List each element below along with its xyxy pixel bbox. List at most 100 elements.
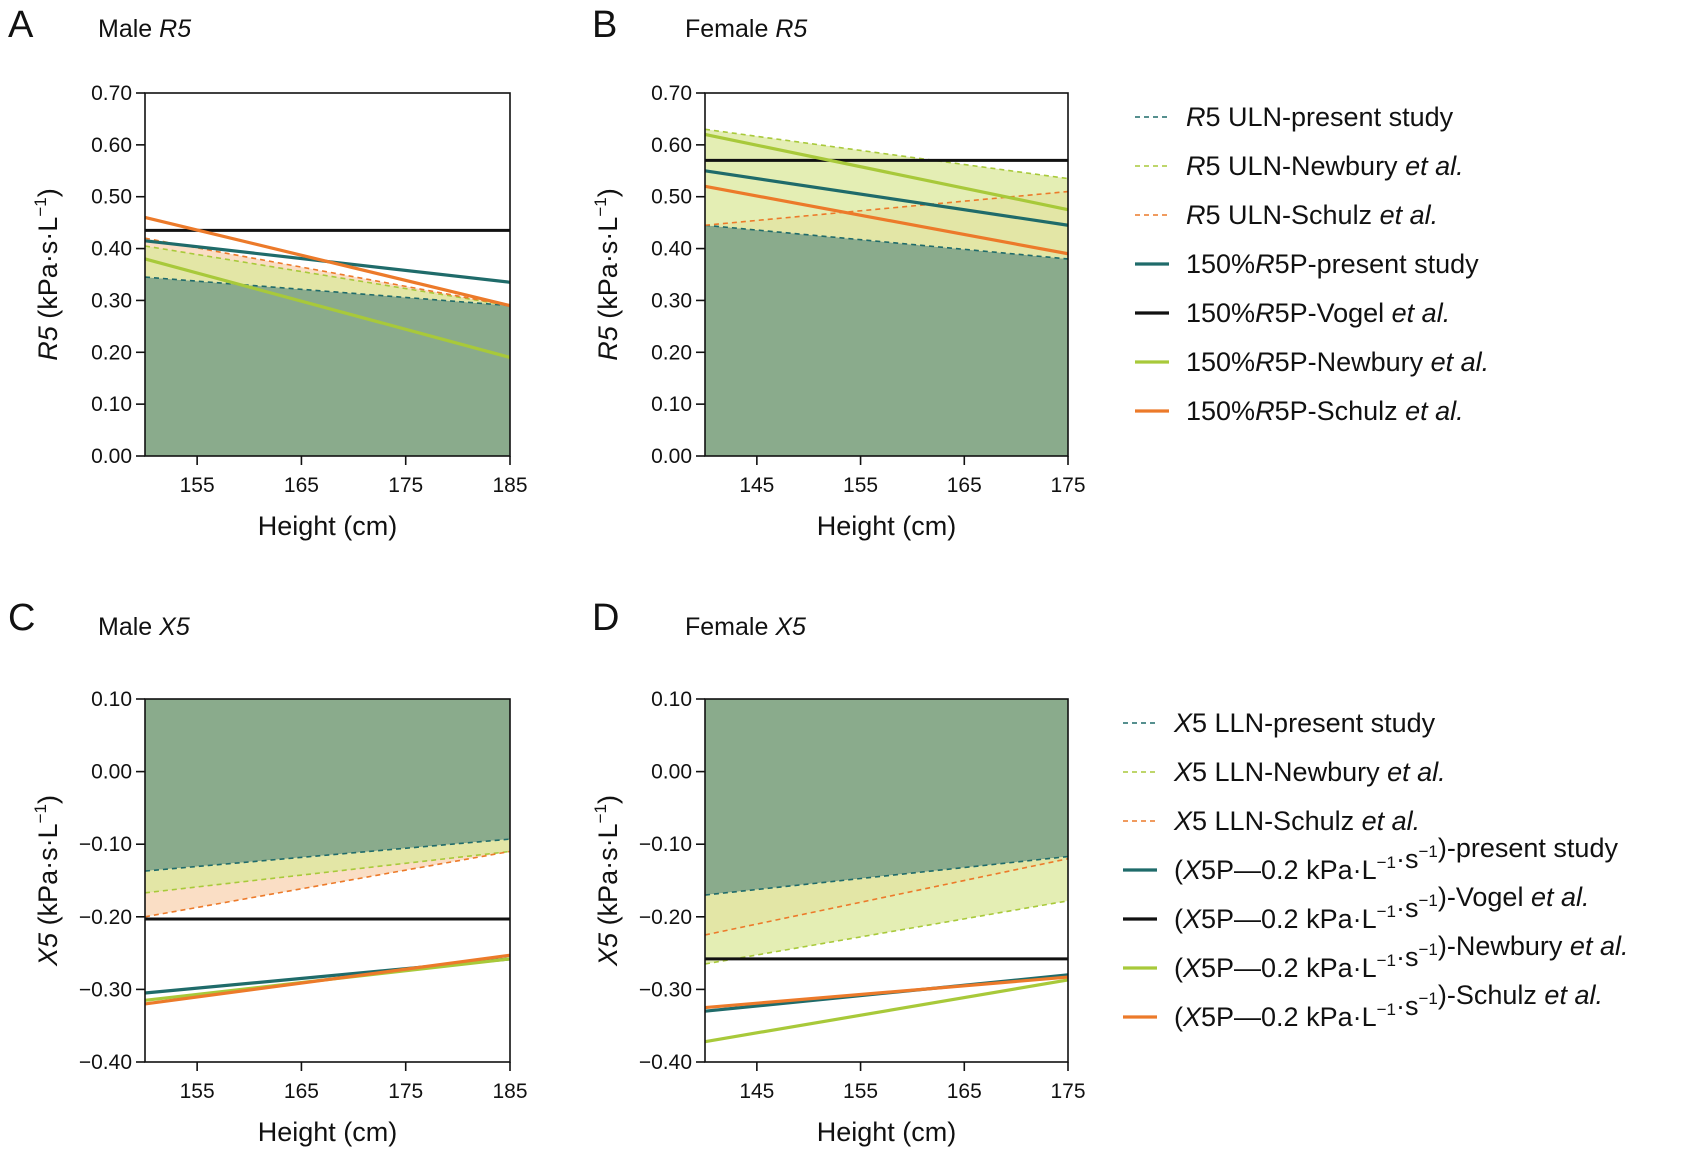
newbury-limit-band [705, 856, 1068, 964]
legend-ab: R5 ULN-present study R5 ULN-Newbury et al… [1135, 102, 1489, 426]
x-axis-label: Height (cm) [817, 511, 957, 541]
y-axis-label: R5 (kPa·s·L−1) [591, 188, 623, 360]
y-tick-label: 0.50 [651, 186, 692, 209]
x-tick-label: 175 [1050, 1080, 1085, 1103]
x-axis-label: Height (cm) [817, 1117, 957, 1147]
y-tick-label: 0.30 [91, 289, 132, 312]
series-line-lln-newbury [144, 850, 511, 894]
y-tick-label: 0.70 [651, 82, 692, 105]
legend-cd: X5 LLN-present study X5 LLN-Newbury et al… [1123, 708, 1628, 1032]
panel-title: Male X5 [98, 613, 190, 641]
legend-label: 150%R5P-Schulz et al. [1186, 396, 1464, 426]
series-line-p-schulz [704, 975, 1069, 1010]
plot-frame [144, 698, 511, 1063]
normal-range-area [145, 699, 510, 872]
y-tick-label: 0.60 [91, 134, 132, 157]
y-tick-label: 0.20 [91, 341, 132, 364]
legend-label: R5 ULN-Schulz et al. [1186, 200, 1438, 230]
normal-range-area [145, 277, 510, 456]
y-tick-label: 0.00 [651, 445, 692, 468]
x-tick-label: 155 [180, 474, 215, 497]
series-line-uln-present [704, 224, 1069, 260]
legend-label: X5 LLN-Schulz et al. [1173, 806, 1420, 836]
x-tick-label: 155 [843, 1080, 878, 1103]
x-tick-label: 155 [843, 474, 878, 497]
x-tick-label: 155 [180, 1080, 215, 1103]
x-tick-label: 175 [1050, 474, 1085, 497]
newbury-limit-band [145, 839, 510, 893]
x-tick-label: 165 [947, 474, 982, 497]
series-line-lln-newbury [704, 900, 1069, 965]
panel-letter: A [8, 4, 34, 46]
x-tick-label: 175 [388, 474, 423, 497]
y-tick-label: −0.10 [79, 833, 132, 856]
panel-a: 0.00 0.10 0.20 0.30 0.40 0.50 0.60 0.70 155 165 17… [8, 4, 528, 541]
normal-range-area [705, 225, 1068, 456]
y-axis-label: R5 (kPa·s·L−1) [31, 188, 63, 360]
series-line-uln-present [144, 276, 511, 307]
y-tick-label: 0.70 [91, 82, 132, 105]
x-tick-label: 185 [492, 1080, 527, 1103]
plot-frame [144, 92, 511, 457]
y-tick-label: −0.40 [79, 1051, 132, 1074]
series-line-lln-present [704, 855, 1069, 896]
series-line-uln-newbury [704, 128, 1069, 180]
x-tick-label: 165 [284, 1080, 319, 1103]
y-tick-label: 0.60 [651, 134, 692, 157]
x-tick-label: 185 [492, 474, 527, 497]
y-tick-label: 0.20 [651, 341, 692, 364]
y-tick-label: −0.10 [639, 833, 692, 856]
y-tick-label: 0.10 [651, 688, 692, 711]
legend-label: (X5P—0.2 kPa·L−1·s−1)-Schulz et al. [1174, 980, 1603, 1032]
panel-title: Female X5 [685, 613, 806, 641]
y-tick-label: −0.20 [639, 906, 692, 929]
legend-label: R5 ULN-present study [1186, 102, 1454, 132]
legend-label: (X5P—0.2 kPa·L−1·s−1)-Vogel et al. [1174, 882, 1590, 934]
panel-c: −0.40 −0.30 −0.20 −0.10 0.00 0.10 155 165 175 185… [8, 597, 528, 1147]
panel-letter: B [592, 4, 617, 46]
y-tick-label: −0.30 [79, 978, 132, 1001]
y-tick-label: 0.00 [91, 761, 132, 784]
panel-letter: D [592, 597, 619, 639]
legend-label: X5 LLN-present study [1173, 708, 1436, 738]
x-tick-label: 165 [947, 1080, 982, 1103]
series-line-p-newbury [144, 257, 511, 360]
legend-label: R5 ULN-Newbury et al. [1186, 151, 1464, 181]
series-line-p-present [704, 169, 1069, 227]
y-tick-label: 0.30 [651, 289, 692, 312]
y-tick-label: 0.10 [91, 393, 132, 416]
panel-title: Male R5 [98, 15, 191, 43]
x-axis-label: Height (cm) [258, 511, 398, 541]
panel-d: −0.40 −0.30 −0.20 −0.10 0.00 0.10 145 155 165 175… [591, 597, 1086, 1147]
y-tick-label: 0.10 [651, 393, 692, 416]
y-tick-label: 0.00 [91, 445, 132, 468]
y-tick-label: 0.00 [651, 761, 692, 784]
series-line-p-newbury [704, 978, 1069, 1044]
legend-label: X5 LLN-Newbury et al. [1173, 757, 1446, 787]
plot-frame [704, 698, 1069, 1063]
y-tick-label: −0.40 [639, 1051, 692, 1074]
normal-range-area [705, 699, 1068, 896]
series-line-lln-schulz [704, 857, 1069, 936]
series-line-p-schulz [144, 953, 511, 1006]
y-tick-label: −0.30 [639, 978, 692, 1001]
x-tick-label: 145 [739, 474, 774, 497]
legend-label: (X5P—0.2 kPa·L−1·s−1)-present study [1174, 833, 1618, 885]
legend-label: 150%R5P-Vogel et al. [1186, 298, 1450, 328]
x-tick-label: 165 [284, 474, 319, 497]
series-line-uln-newbury [144, 245, 511, 307]
y-tick-label: −0.20 [79, 906, 132, 929]
series-line-p-schulz [144, 215, 511, 308]
series-line-p-newbury [704, 132, 1069, 212]
series-line-p-schulz [704, 184, 1069, 256]
y-tick-label: 0.10 [91, 688, 132, 711]
x-axis-label: Height (cm) [258, 1117, 398, 1147]
y-axis-label: X5 (kPa·s·L−1) [591, 795, 623, 967]
series-line-uln-schulz [704, 190, 1069, 227]
plot-frame [704, 92, 1069, 457]
legend-label: 150%R5P-present study [1186, 249, 1479, 279]
series-line-lln-present [144, 838, 511, 872]
y-tick-label: 0.50 [91, 186, 132, 209]
legend-label: (X5P—0.2 kPa·L−1·s−1)-Newbury et al. [1174, 931, 1628, 983]
